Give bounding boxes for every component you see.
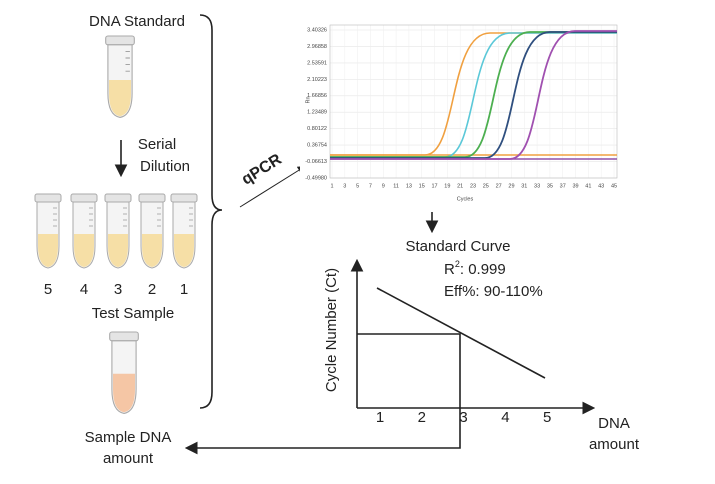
brace <box>199 14 223 409</box>
tube <box>138 193 166 269</box>
curve-title: Standard Curve <box>405 238 510 255</box>
x-tick-label: 9 <box>382 183 385 189</box>
tube <box>104 193 132 269</box>
tube-shape <box>138 193 166 269</box>
y-tick-label: 1.66856 <box>307 93 327 99</box>
y-tick-label: 0.36754 <box>307 143 327 149</box>
x-tick-label: 43 <box>598 183 604 189</box>
dilution-label: Dilution <box>140 158 190 175</box>
x-tick-label: 41 <box>585 183 591 189</box>
x-tick-label: 1 <box>376 409 384 426</box>
curve <box>330 32 617 156</box>
x-tick-label: 1 <box>330 183 333 189</box>
x-tick-label: 15 <box>419 183 425 189</box>
tube-label: 4 <box>80 281 88 298</box>
tube-label: 1 <box>180 281 188 298</box>
result-label: amount <box>103 450 154 467</box>
tube <box>70 193 98 269</box>
x-tick-label: 31 <box>521 183 527 189</box>
tube-shape <box>104 193 132 269</box>
y-tick-label: 2.53591 <box>307 60 327 66</box>
tube <box>34 193 62 269</box>
arrow <box>239 165 306 208</box>
tube <box>105 35 135 118</box>
tube <box>170 193 198 269</box>
x-tick-label: 13 <box>406 183 412 189</box>
plot-frame <box>329 24 618 179</box>
y-tick-label: 3.40326 <box>307 27 327 33</box>
x-axis-label: DNA <box>598 415 630 432</box>
x-tick-label: 39 <box>572 183 578 189</box>
tube-shape <box>34 193 62 269</box>
x-tick-label: 33 <box>534 183 540 189</box>
curve <box>330 31 617 158</box>
y-tick-label: -0.06613 <box>305 159 327 165</box>
qpcr-plot <box>300 10 622 208</box>
x-tick-label: 17 <box>431 183 437 189</box>
x-axis-label: Cycles <box>457 196 474 202</box>
fit-line <box>376 287 546 379</box>
y-tick-label: 1.23489 <box>307 110 327 116</box>
y-axis-label: Rn <box>305 96 311 103</box>
y-tick-label: 0.80122 <box>307 126 327 132</box>
y-axis-label: Cycle Number (Ct) <box>323 268 340 392</box>
x-tick-label: 3 <box>343 183 346 189</box>
r2-label: R2: 0.999 <box>444 259 506 278</box>
curve <box>330 30 617 160</box>
result-label: Sample DNA <box>85 429 172 446</box>
x-tick-label: 29 <box>508 183 514 189</box>
x-tick-label: 5 <box>543 409 551 426</box>
x-tick-label: 4 <box>501 409 509 426</box>
y-tick-label: 2.10223 <box>307 77 327 83</box>
standard-title: DNA Standard <box>89 13 185 30</box>
test-title: Test Sample <box>92 305 175 322</box>
x-tick-label: 25 <box>483 183 489 189</box>
dilution-label: Serial <box>138 136 176 153</box>
tube-shape <box>170 193 198 269</box>
arrow <box>184 410 461 455</box>
tube-label: 5 <box>44 281 52 298</box>
curve <box>330 31 617 159</box>
x-axis-label: amount <box>589 436 640 453</box>
eff-label: Eff%: 90-110% <box>444 283 543 300</box>
x-tick-label: 19 <box>444 183 450 189</box>
tube <box>109 331 139 414</box>
tube-label: 2 <box>148 281 156 298</box>
x-tick-label: 45 <box>611 183 617 189</box>
x-tick-label: 3 <box>459 409 467 426</box>
y-tick-label: -0.49980 <box>305 175 327 181</box>
x-tick-label: 2 <box>418 409 426 426</box>
x-tick-label: 7 <box>369 183 372 189</box>
x-tick-label: 27 <box>496 183 502 189</box>
y-tick-label: 2.96858 <box>307 44 327 50</box>
tube-shape <box>70 193 98 269</box>
x-tick-label: 37 <box>560 183 566 189</box>
x-tick-label: 11 <box>393 183 399 189</box>
curve <box>330 32 617 158</box>
tube-label: 3 <box>114 281 122 298</box>
x-tick-label: 23 <box>470 183 476 189</box>
x-tick-label: 21 <box>457 183 463 189</box>
x-tick-label: 35 <box>547 183 553 189</box>
lookup-line <box>357 333 461 410</box>
x-tick-label: 5 <box>356 183 359 189</box>
